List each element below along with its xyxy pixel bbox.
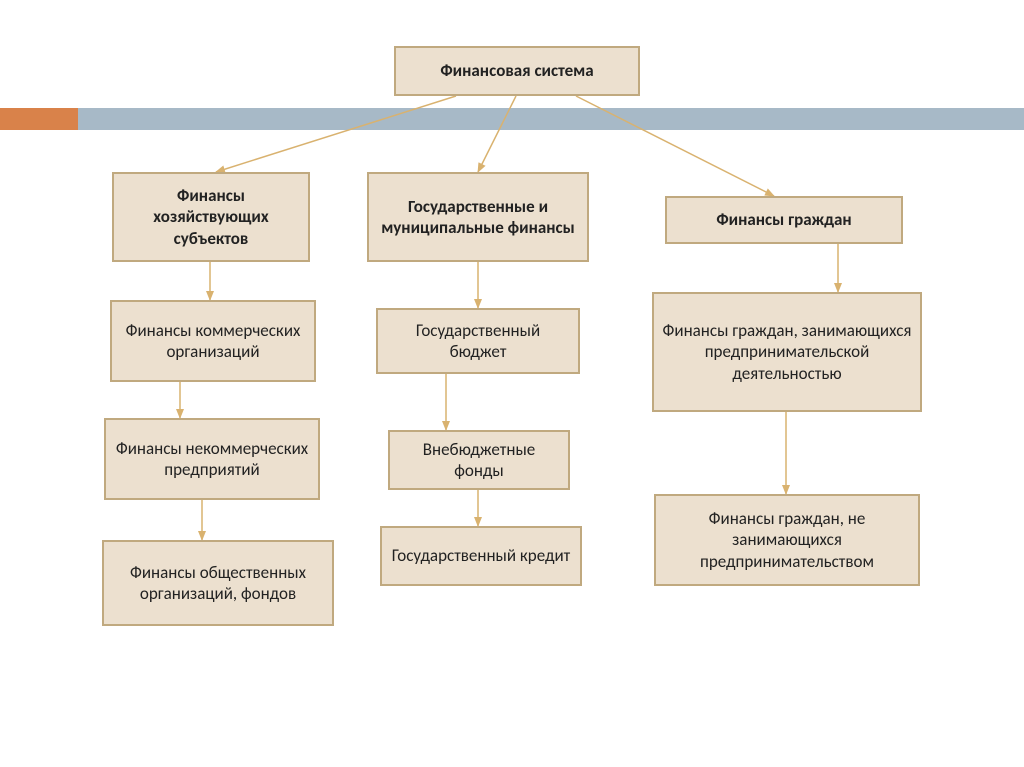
node-root: Финансовая система <box>394 46 640 96</box>
node-a: Финансы хозяйствующих субъектов <box>112 172 310 262</box>
node-a2: Финансы некоммерческих предприятий <box>104 418 320 500</box>
node-c1: Финансы граждан, занимающихся предприним… <box>652 292 922 412</box>
node-b: Государственные и муниципальные финансы <box>367 172 589 262</box>
node-b1: Государственный бюджет <box>376 308 580 374</box>
node-c: Финансы граждан <box>665 196 903 244</box>
node-c2: Финансы граждан, не занимающихся предпри… <box>654 494 920 586</box>
node-b2: Внебюджетные фонды <box>388 430 570 490</box>
node-a3: Финансы общественных организаций, фондов <box>102 540 334 626</box>
decorative-stripe-orange <box>0 108 78 130</box>
node-b3: Государственный кредит <box>380 526 582 586</box>
decorative-stripe-blue <box>78 108 1024 130</box>
node-a1: Финансы коммерческих организаций <box>110 300 316 382</box>
